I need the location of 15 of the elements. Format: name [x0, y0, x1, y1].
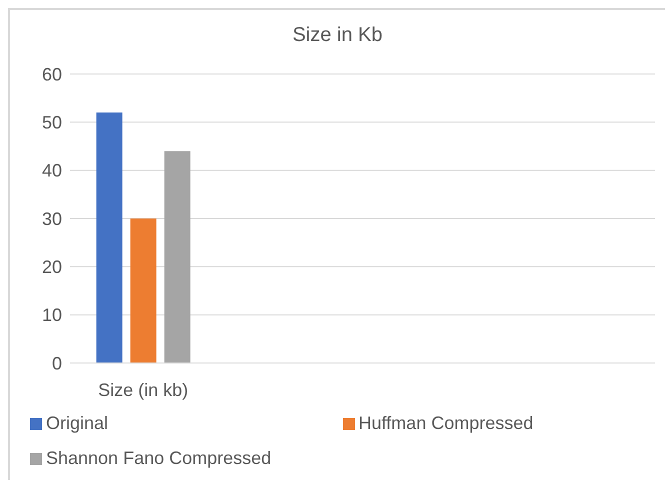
bar: [164, 151, 190, 363]
legend-label: Shannon Fano Compressed: [46, 448, 272, 469]
bar: [130, 218, 156, 363]
chart-title: Size in Kb: [291, 24, 384, 48]
bar: [96, 112, 122, 363]
legend-label: Original: [46, 413, 108, 434]
y-tick-label: 40: [42, 160, 62, 181]
y-tick-label: 60: [42, 64, 62, 84]
y-tick-label: 50: [42, 112, 62, 133]
y-tick-label: 0: [52, 353, 62, 374]
y-tick-label: 20: [42, 257, 62, 278]
legend-label: Huffman Compressed: [358, 413, 534, 434]
y-tick-label: 10: [42, 305, 62, 326]
x-tick-label: Size (in kb): [98, 380, 188, 400]
y-tick-label: 30: [42, 208, 62, 229]
